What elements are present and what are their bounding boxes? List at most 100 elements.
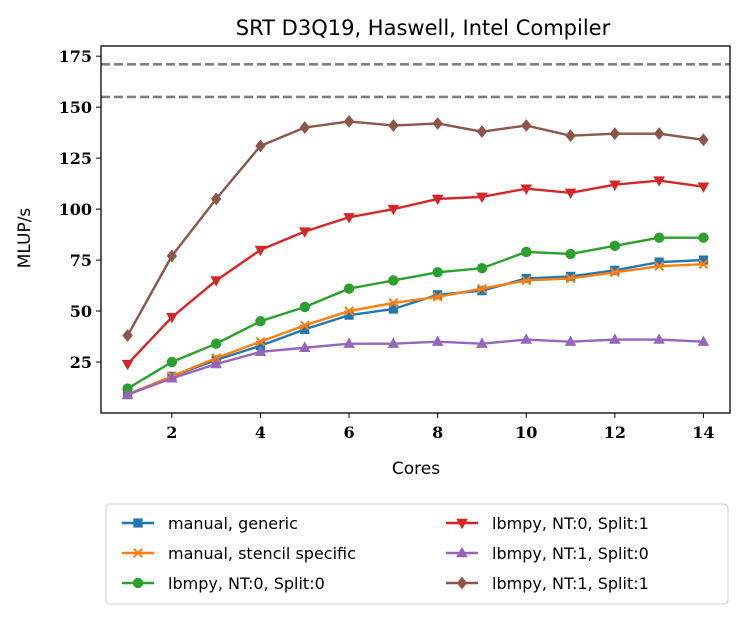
marker-stroke <box>521 275 532 286</box>
y-axis-label: MLUP/s <box>15 208 35 269</box>
marker-stroke <box>133 548 143 558</box>
data-point <box>166 312 178 324</box>
marker-stroke <box>432 291 443 302</box>
data-point <box>122 329 133 342</box>
data-point <box>565 129 576 143</box>
data-point <box>653 176 665 187</box>
legend-item: lbmpy, NT:0, Split:0 <box>122 574 325 593</box>
legend-label: lbmpy, NT:0, Split:1 <box>492 514 649 533</box>
data-point <box>298 227 311 238</box>
x-tick-label: 4 <box>255 423 266 442</box>
data-point <box>476 192 488 204</box>
data-point <box>654 257 664 267</box>
y-tick-label: 75 <box>70 251 92 270</box>
data-point <box>210 192 222 206</box>
data-point <box>610 265 620 275</box>
data-point <box>387 204 400 216</box>
data-point <box>343 213 355 224</box>
data-point <box>210 338 222 349</box>
data-point <box>653 333 665 344</box>
legend-marker <box>456 576 468 590</box>
series-line <box>127 262 704 396</box>
series-line <box>126 236 704 390</box>
legend: manual, generic manual, stencil specific l… <box>105 503 729 605</box>
marker-stroke <box>255 336 266 347</box>
y-tick-label: 100 <box>59 200 92 219</box>
data-point <box>565 248 576 260</box>
data-point <box>255 316 266 327</box>
legend-frame <box>105 503 729 605</box>
y-tick-label: 50 <box>70 302 92 321</box>
data-point <box>432 117 443 130</box>
marker-stroke <box>299 320 310 331</box>
data-point <box>654 261 665 272</box>
data-point <box>431 335 444 346</box>
legend-item: manual, stencil specific <box>122 544 356 563</box>
legend-marker <box>133 518 143 528</box>
data-point <box>254 245 267 257</box>
data-point <box>698 259 709 270</box>
x-tick-label: 12 <box>604 423 626 442</box>
data-point <box>653 127 665 141</box>
data-point <box>565 273 576 284</box>
data-point <box>255 336 266 347</box>
data-point <box>564 335 577 346</box>
legend-label: lbmpy, NT:1, Split:0 <box>492 544 649 563</box>
series-layer <box>121 115 710 400</box>
legend-marker <box>133 548 143 558</box>
data-point <box>299 301 310 313</box>
data-point <box>388 119 399 132</box>
series-3 <box>122 232 709 394</box>
series-line <box>127 338 704 396</box>
y-axis: 25 50 75 100 125 150 175 <box>59 47 101 372</box>
data-point <box>432 267 443 278</box>
series-line <box>126 179 704 365</box>
data-point <box>520 184 533 195</box>
marker-stroke <box>565 273 576 284</box>
legend-label: manual, generic <box>168 514 298 533</box>
legend-item: lbmpy, NT:1, Split:0 <box>446 544 649 563</box>
data-point <box>521 275 532 286</box>
data-point <box>609 267 620 278</box>
x-axis-label: Cores <box>392 459 440 479</box>
data-point <box>210 357 222 369</box>
legend-label: manual, stencil specific <box>168 544 356 563</box>
data-point <box>388 275 399 286</box>
data-point <box>210 276 222 287</box>
data-point <box>343 115 355 128</box>
y-tick-label: 175 <box>59 47 92 66</box>
data-point <box>609 180 621 191</box>
data-point <box>121 388 134 399</box>
legend-item: lbmpy, NT:1, Split:1 <box>446 574 649 593</box>
data-point <box>432 291 443 302</box>
data-point <box>698 255 709 265</box>
data-point <box>344 306 354 316</box>
data-point <box>564 188 577 199</box>
series-5 <box>121 333 710 399</box>
data-point <box>698 133 709 147</box>
data-point <box>300 324 310 335</box>
legend-item: manual, generic <box>122 514 298 533</box>
data-point <box>343 283 355 294</box>
data-point <box>343 337 355 348</box>
data-point <box>433 290 443 300</box>
legend-label: lbmpy, NT:1, Split:1 <box>492 574 649 593</box>
data-point <box>476 125 488 139</box>
x-tick-label: 2 <box>166 423 177 442</box>
data-point <box>388 297 399 308</box>
data-point <box>476 337 488 348</box>
data-point <box>520 333 533 344</box>
x-tick-label: 6 <box>343 423 354 442</box>
x-tick-label: 14 <box>692 423 714 442</box>
x-tick-label: 10 <box>515 423 537 442</box>
marker-stroke <box>388 297 399 308</box>
data-point <box>299 320 310 331</box>
data-point <box>121 359 134 371</box>
data-point <box>388 304 398 314</box>
data-point <box>697 182 710 193</box>
legend-label: lbmpy, NT:0, Split:0 <box>168 574 325 593</box>
data-point <box>521 273 531 284</box>
data-point <box>166 249 178 263</box>
data-point <box>166 356 178 368</box>
x-tick-label: 8 <box>432 423 443 442</box>
